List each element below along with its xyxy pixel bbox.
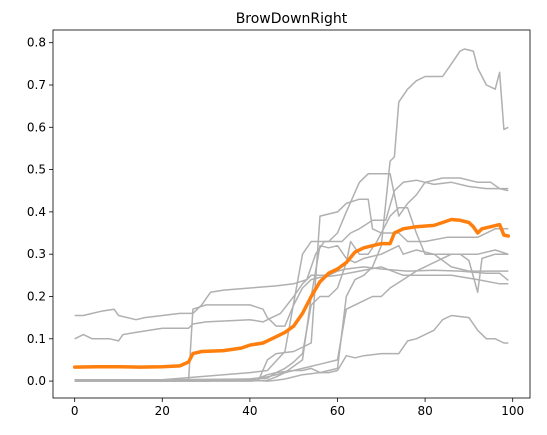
y-tick-label: 0.8: [27, 36, 46, 50]
x-tick-label: 20: [155, 404, 170, 418]
x-tick-label: 100: [501, 404, 524, 418]
y-tick-label: 0.7: [27, 78, 46, 92]
x-tick-label: 80: [417, 404, 432, 418]
background-series-line-6: [74, 253, 509, 382]
series-layer: [72, 48, 511, 382]
y-tick-label: 0.2: [27, 289, 46, 303]
axis-layer: 0 20 40 60 80 100 0.0 0.1 0.2 0.3 0.4 0.5 0.6 0.7 0.8: [27, 36, 524, 418]
y-tick-label: 0.1: [27, 332, 46, 346]
chart-title: BrowDownRight: [236, 11, 348, 27]
y-tick-label: 0.3: [27, 247, 46, 261]
background-series-line-7: [74, 173, 509, 381]
x-tick-label: 60: [330, 404, 345, 418]
background-series-line-5: [74, 244, 509, 382]
x-tick-label: 40: [242, 404, 257, 418]
plot-frame: [52, 29, 531, 399]
y-tick-label: 0.5: [27, 163, 46, 177]
background-series-line-9: [74, 314, 509, 381]
x-tick-label: 0: [71, 404, 79, 418]
background-series-line-4: [74, 198, 509, 381]
background-series-line-8: [74, 206, 509, 381]
y-tick-label: 0.0: [27, 374, 46, 388]
background-series-line-10: [74, 48, 509, 382]
background-series-line-3: [74, 266, 509, 381]
mean-series-line: [72, 217, 511, 369]
y-tick-label: 0.4: [27, 205, 46, 219]
y-tick-label: 0.6: [27, 120, 46, 134]
